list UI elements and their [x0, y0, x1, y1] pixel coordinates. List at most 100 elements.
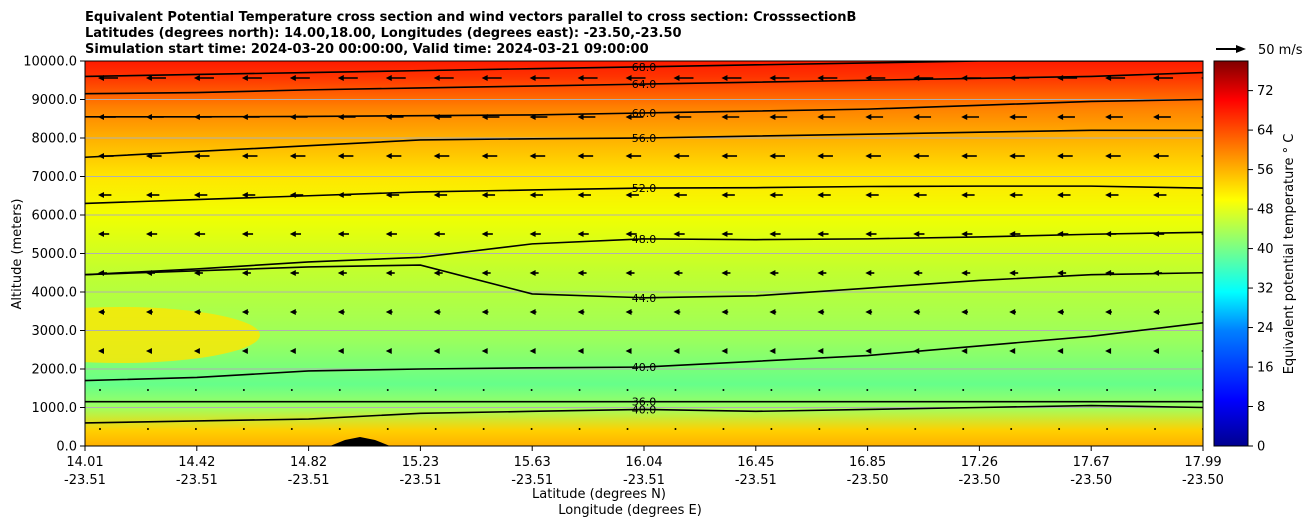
wind-vector-head	[289, 153, 296, 159]
contour-line	[85, 98, 1203, 118]
x-tick-lon: -23.51	[623, 473, 665, 488]
wind-vector-head	[865, 348, 872, 354]
wind-vector-head	[1009, 270, 1016, 276]
wind-vector	[338, 389, 341, 391]
wind-vector-head	[481, 309, 488, 315]
wind-vector	[914, 428, 917, 430]
wind-vector	[1106, 389, 1109, 391]
wind-vector	[194, 428, 197, 430]
wind-vector	[386, 428, 389, 430]
contour-line	[85, 185, 1203, 205]
wind-vector-head	[577, 348, 584, 354]
wind-vector-head	[817, 348, 824, 354]
wind-vector-head	[241, 309, 248, 315]
wind-vector-head	[1009, 348, 1016, 354]
wind-vector-head	[529, 192, 536, 198]
wind-vector-head	[625, 231, 632, 237]
wind-vector-head	[577, 153, 584, 159]
x-tick-lat: 15.63	[514, 455, 551, 470]
contour-line	[85, 71, 1203, 95]
colorbar-label: Equivalent potential temperature ° C	[1282, 134, 1297, 375]
x-tick-lat: 16.85	[849, 455, 886, 470]
wind-vector-head	[481, 231, 488, 237]
y-tick-label: 6000.0	[32, 209, 78, 224]
wind-vector	[1154, 389, 1157, 391]
wind-vector-head	[98, 192, 104, 198]
wind-vector-head	[529, 75, 536, 81]
contour-label: 40.0	[632, 361, 657, 374]
wind-vector-head	[241, 231, 248, 237]
wind-vector-head	[961, 270, 968, 276]
wind-vector-head	[817, 192, 824, 198]
y-tick-label: 4000.0	[32, 286, 78, 301]
y-tick-label: 10000.0	[23, 55, 77, 70]
wind-vector-head	[913, 192, 920, 198]
plot-area: 36.040.040.044.048.052.056.060.064.068.0	[85, 61, 1203, 446]
y-tick-label: 9000.0	[32, 93, 78, 108]
wind-vector-head	[145, 75, 152, 81]
wind-vector	[1058, 389, 1061, 391]
y-tick-label: 8000.0	[32, 132, 78, 147]
wind-vector	[674, 389, 677, 391]
contour-label: 48.0	[632, 233, 657, 246]
wind-vector-head	[1057, 270, 1064, 276]
wind-vector-head	[1105, 192, 1112, 198]
wind-vector-head	[1105, 348, 1112, 354]
wind-vector-head	[481, 75, 488, 81]
wind-vector-head	[817, 153, 824, 159]
wind-vector-head	[1153, 348, 1160, 354]
x-tick-lat: 15.23	[402, 455, 439, 470]
contour-label: 36.0	[632, 396, 657, 409]
contour-label: 44.0	[632, 292, 657, 305]
y-tick-label: 0.0	[56, 440, 77, 455]
wind-vector-head	[721, 75, 728, 81]
wind-vector-head	[193, 348, 200, 354]
x-tick-lat: 17.67	[1073, 455, 1110, 470]
wind-vector-head	[769, 348, 776, 354]
wind-vector-head	[673, 192, 680, 198]
wind-vector-head	[241, 348, 248, 354]
y-axis-ticks: 0.0 1000.0 2000.0 3000.0 4000.0 5000.0 6000.0 7…	[23, 55, 85, 455]
wind-vector-head	[961, 192, 968, 198]
y-tick-label: 7000.0	[32, 170, 78, 185]
wind-vector-head	[241, 153, 248, 159]
wind-vector-head	[433, 153, 440, 159]
wind-vector-head	[1105, 153, 1112, 159]
warm-pocket	[85, 307, 260, 363]
colorbar-tick-label: 56	[1257, 163, 1274, 178]
wind-vector-head	[577, 270, 584, 276]
contour-line	[85, 129, 1203, 159]
wind-vector	[290, 389, 293, 391]
x-tick-lat: 17.26	[961, 455, 998, 470]
wind-vector-head	[817, 270, 824, 276]
wind-vector-head	[529, 309, 536, 315]
wind-vector-head	[1153, 153, 1160, 159]
wind-vector	[530, 428, 533, 430]
wind-vector-head	[769, 231, 776, 237]
wind-vector-head	[673, 153, 680, 159]
wind-vector-head	[817, 309, 824, 315]
wind-vector-head	[337, 309, 344, 315]
wind-vector-head	[289, 348, 296, 354]
wind-vector-head	[913, 270, 920, 276]
wind-vector-head	[673, 75, 680, 81]
x-tick-lat: 14.82	[290, 455, 327, 470]
wind-vector	[290, 428, 293, 430]
wind-vector-head	[289, 309, 296, 315]
wind-vector-head	[913, 231, 920, 237]
wind-vector	[866, 389, 869, 391]
wind-vector	[770, 428, 773, 430]
wind-vector	[578, 428, 581, 430]
wind-vector	[1106, 428, 1109, 430]
colorbar-tick-label: 16	[1257, 361, 1274, 376]
wind-vector	[194, 389, 197, 391]
wind-vector	[770, 389, 773, 391]
wind-vector-head	[961, 348, 968, 354]
wind-vector-head	[145, 309, 152, 315]
wind-vector	[434, 428, 437, 430]
colorbar-tick-label: 72	[1257, 84, 1274, 99]
wind-vector-head	[865, 309, 872, 315]
wind-vector-head	[625, 348, 632, 354]
wind-vector-head	[865, 114, 872, 120]
wind-vector-head	[577, 231, 584, 237]
